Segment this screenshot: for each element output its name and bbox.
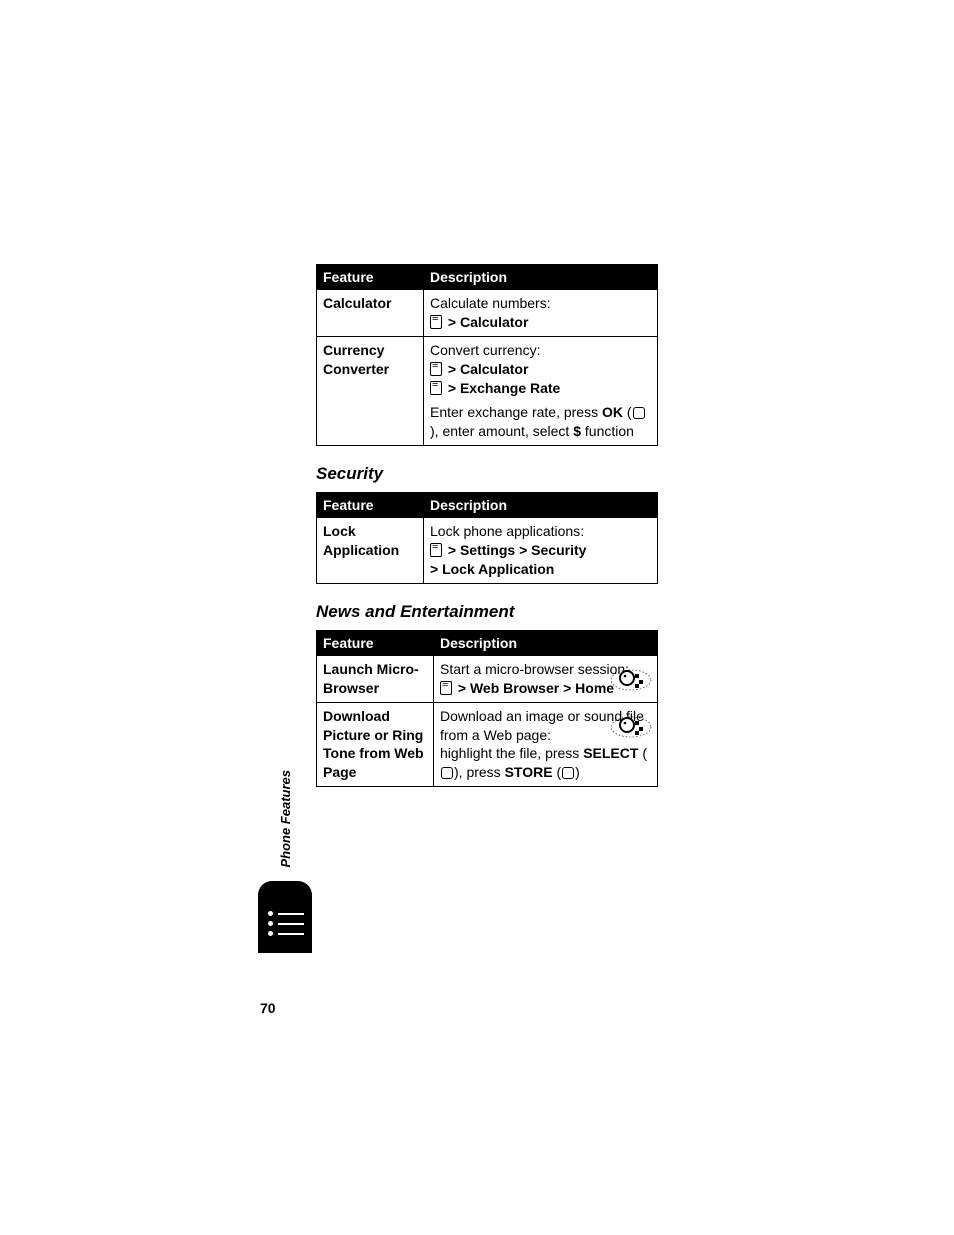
description-cell: Calculate numbers: > Calculator (424, 290, 658, 337)
tab-icon (258, 881, 312, 953)
menu-path: Security (531, 542, 586, 558)
menu-path: Calculator (460, 314, 528, 330)
menu-path: Web Browser (470, 680, 559, 696)
gt: > (448, 380, 456, 396)
calculator-table: Feature Description Calculator Calculate… (316, 264, 658, 446)
menu-path: Exchange Rate (460, 380, 560, 396)
menu-path: Settings (460, 542, 515, 558)
feature-cell: Currency Converter (317, 336, 424, 445)
description-cell: Lock phone applications: > Settings > Se… (424, 518, 658, 584)
security-table: Feature Description Lock Application Loc… (316, 492, 658, 584)
section-news-title: News and Entertainment (316, 602, 658, 622)
menu-path: Lock Application (442, 561, 554, 577)
softkey-icon (633, 407, 645, 419)
description-cell: Start a micro-browser session: > Web Bro… (434, 655, 658, 702)
desc-text: , press (459, 764, 505, 780)
table-row: Lock Application Lock phone applications… (317, 518, 658, 584)
sidebar: Phone Features (255, 770, 315, 953)
softkey-icon (441, 767, 453, 779)
col-feature: Feature (317, 493, 424, 518)
table-row: Currency Converter Convert currency: > C… (317, 336, 658, 445)
dollar-func: $ (573, 423, 581, 439)
table-row: Calculator Calculate numbers: > Calculat… (317, 290, 658, 337)
desc-text: highlight the file, press (440, 745, 583, 761)
page-content: Feature Description Calculator Calculate… (316, 264, 658, 787)
desc-intro: Calculate numbers: (430, 295, 551, 311)
page-number: 70 (260, 1000, 276, 1016)
col-description: Description (424, 265, 658, 290)
softkey-label: OK (602, 404, 623, 420)
table-row: Download Picture or Ring Tone from Web P… (317, 702, 658, 787)
menu-icon (440, 681, 452, 695)
menu-icon (430, 315, 442, 329)
feature-cell: Lock Application (317, 518, 424, 584)
col-description: Description (424, 493, 658, 518)
gt: > (458, 680, 466, 696)
desc-intro: Convert currency: (430, 342, 540, 358)
gt: > (448, 314, 456, 330)
desc-intro: Lock phone applications: (430, 523, 584, 539)
feature-cell: Calculator (317, 290, 424, 337)
description-cell: Download an image or sound file from a W… (434, 702, 658, 787)
network-dependent-icon (609, 707, 653, 747)
softkey-icon (562, 767, 574, 779)
col-description: Description (434, 630, 658, 655)
gt: > (448, 542, 456, 558)
gt: > (519, 542, 527, 558)
col-feature: Feature (317, 265, 424, 290)
desc-text: , enter amount, select (435, 423, 574, 439)
feature-cell: Launch Micro-Browser (317, 655, 434, 702)
network-dependent-icon (609, 660, 653, 700)
desc-text: Enter exchange rate, press (430, 404, 602, 420)
softkey-label: STORE (505, 764, 553, 780)
gt: > (430, 561, 438, 577)
feature-cell: Download Picture or Ring Tone from Web P… (317, 702, 434, 787)
col-feature: Feature (317, 630, 434, 655)
menu-icon (430, 362, 442, 376)
gt: > (563, 680, 571, 696)
menu-icon (430, 543, 442, 557)
desc-text: function (581, 423, 634, 439)
sidebar-label: Phone Features (278, 770, 293, 868)
softkey-label: SELECT (583, 745, 638, 761)
table-row: Launch Micro-Browser Start a micro-brows… (317, 655, 658, 702)
section-security-title: Security (316, 464, 658, 484)
menu-path: Calculator (460, 361, 528, 377)
gt: > (448, 361, 456, 377)
menu-icon (430, 381, 442, 395)
news-table: Feature Description Launch Micro-Browser… (316, 630, 658, 787)
desc-intro: Start a micro-browser session: (440, 661, 629, 677)
description-cell: Convert currency: > Calculator > Exchang… (424, 336, 658, 445)
